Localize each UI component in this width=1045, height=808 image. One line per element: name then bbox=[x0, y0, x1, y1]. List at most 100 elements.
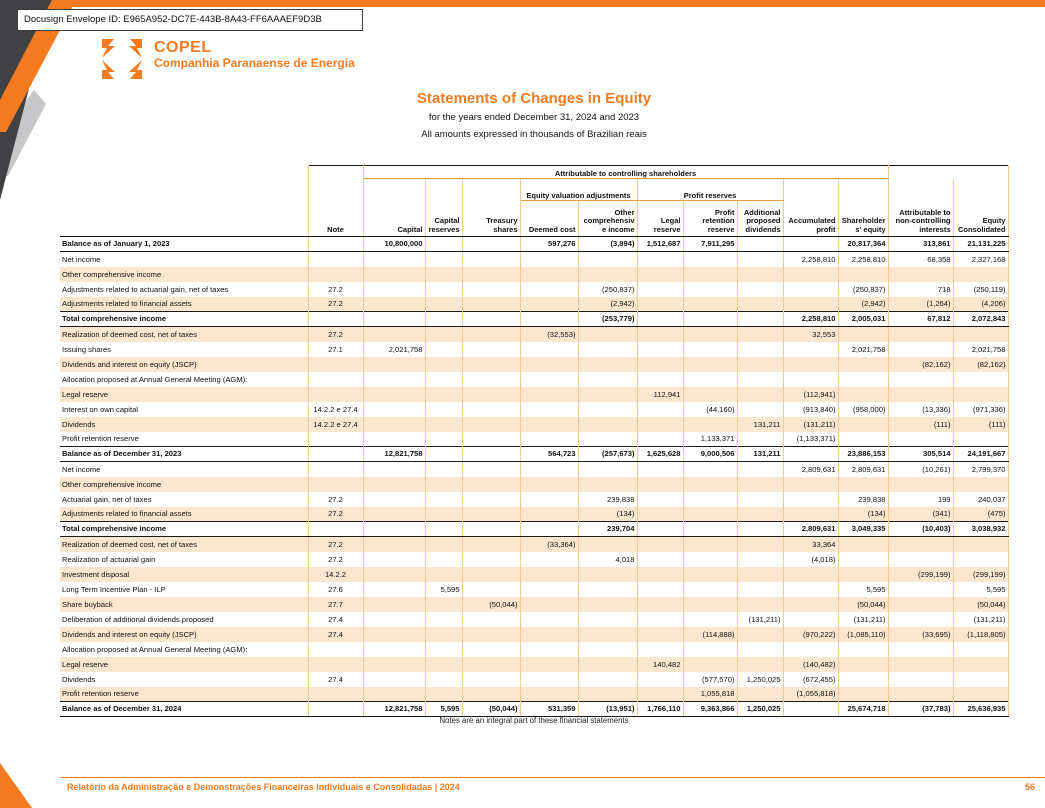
value-cell: 2,258,810 bbox=[783, 251, 839, 267]
value-cell bbox=[683, 461, 738, 477]
value-cell bbox=[637, 266, 684, 282]
footer-divider-line bbox=[60, 777, 1045, 778]
value-cell bbox=[462, 476, 521, 492]
value-cell: 5,595 bbox=[953, 581, 1009, 597]
value-cell bbox=[363, 371, 426, 387]
spacer-cell bbox=[308, 178, 364, 201]
value-cell: 9,363,866 bbox=[683, 701, 738, 717]
spacer-cell bbox=[60, 165, 309, 179]
value-cell bbox=[637, 476, 684, 492]
value-cell: (4,206) bbox=[953, 296, 1009, 312]
table-row: Allocation proposed at Annual General Me… bbox=[60, 371, 1009, 387]
value-cell bbox=[520, 281, 579, 297]
value-cell: 305,514 bbox=[888, 446, 954, 462]
value-cell bbox=[637, 626, 684, 642]
value-cell bbox=[953, 371, 1009, 387]
value-cell: 10,800,000 bbox=[363, 236, 426, 252]
value-cell: 313,861 bbox=[888, 236, 954, 252]
value-cell: 1,133,371 bbox=[683, 431, 738, 447]
value-cell bbox=[783, 596, 839, 612]
value-cell: 131,211 bbox=[737, 446, 784, 462]
value-cell bbox=[462, 686, 521, 702]
value-cell bbox=[888, 686, 954, 702]
value-cell bbox=[363, 386, 426, 402]
value-cell: (299,199) bbox=[888, 566, 954, 582]
value-cell bbox=[838, 371, 889, 387]
value-cell bbox=[462, 551, 521, 567]
value-cell bbox=[462, 656, 521, 672]
value-cell bbox=[637, 551, 684, 567]
value-cell bbox=[425, 656, 463, 672]
value-cell bbox=[888, 611, 954, 627]
value-cell bbox=[520, 581, 579, 597]
value-cell bbox=[425, 281, 463, 297]
table-row: Adjustments related to actuarial gain, n… bbox=[60, 281, 1009, 297]
value-cell bbox=[425, 686, 463, 702]
value-cell bbox=[363, 641, 426, 657]
value-cell bbox=[953, 551, 1009, 567]
value-cell: 2,809,631 bbox=[838, 461, 889, 477]
row-label: Allocation proposed at Annual General Me… bbox=[60, 371, 309, 387]
value-cell bbox=[462, 311, 521, 327]
row-label: Allocation proposed at Annual General Me… bbox=[60, 641, 309, 657]
value-cell bbox=[637, 536, 684, 552]
value-cell: (257,673) bbox=[578, 446, 638, 462]
value-cell bbox=[953, 386, 1009, 402]
value-cell bbox=[520, 611, 579, 627]
table-row: Profit retention reserve 1,055,818 (1,055,… bbox=[60, 686, 1009, 702]
value-cell bbox=[462, 371, 521, 387]
value-cell: (131,211) bbox=[783, 416, 839, 432]
value-cell bbox=[737, 626, 784, 642]
value-cell: (2,942) bbox=[838, 296, 889, 312]
spacer-cell bbox=[60, 178, 309, 201]
value-cell: 140,482 bbox=[637, 656, 684, 672]
group-header-profit-reserves: Profit reserves bbox=[637, 178, 784, 201]
value-cell bbox=[783, 446, 839, 462]
table-row: Adjustments related to financial assets 2… bbox=[60, 296, 1009, 312]
value-cell: 239,838 bbox=[578, 491, 638, 507]
value-cell bbox=[953, 686, 1009, 702]
value-cell bbox=[425, 596, 463, 612]
value-cell bbox=[783, 581, 839, 597]
note-cell: 27.2 bbox=[308, 326, 364, 342]
value-cell bbox=[737, 401, 784, 417]
value-cell bbox=[683, 476, 738, 492]
value-cell: 531,359 bbox=[520, 701, 579, 717]
value-cell: 23,886,153 bbox=[838, 446, 889, 462]
value-cell bbox=[888, 671, 954, 687]
value-cell bbox=[953, 266, 1009, 282]
value-cell: 2,021,758 bbox=[838, 341, 889, 357]
value-cell bbox=[363, 671, 426, 687]
note-cell: 27.2 bbox=[308, 491, 364, 507]
top-orange-strip bbox=[60, 0, 1045, 7]
value-cell bbox=[737, 311, 784, 327]
table-row: Dividends and interest on equity (JSCP) 2… bbox=[60, 626, 1009, 642]
value-cell bbox=[425, 461, 463, 477]
value-cell: (134) bbox=[578, 506, 638, 522]
value-cell bbox=[520, 476, 579, 492]
value-cell bbox=[520, 266, 579, 282]
value-cell bbox=[683, 506, 738, 522]
value-cell: 2,005,031 bbox=[838, 311, 889, 327]
row-label: Balance as of December 31, 2023 bbox=[60, 446, 309, 462]
value-cell bbox=[363, 416, 426, 432]
note-cell bbox=[308, 371, 364, 387]
value-cell bbox=[683, 551, 738, 567]
value-cell bbox=[425, 356, 463, 372]
value-cell bbox=[737, 236, 784, 252]
table-row: Actuarial gain, net of taxes 27.2 239,838 2… bbox=[60, 491, 1009, 507]
value-cell: 2,021,758 bbox=[363, 341, 426, 357]
value-cell: 5,595 bbox=[425, 701, 463, 717]
value-cell bbox=[578, 626, 638, 642]
value-cell bbox=[578, 251, 638, 267]
value-cell bbox=[737, 371, 784, 387]
value-cell bbox=[425, 641, 463, 657]
value-cell bbox=[425, 506, 463, 522]
row-label: Dividends bbox=[60, 416, 309, 432]
note-cell: 27.1 bbox=[308, 341, 364, 357]
spacer-cell bbox=[888, 178, 954, 201]
value-cell: (32,553) bbox=[520, 326, 579, 342]
value-cell: (958,000) bbox=[838, 401, 889, 417]
value-cell bbox=[520, 431, 579, 447]
value-cell: 718 bbox=[888, 281, 954, 297]
